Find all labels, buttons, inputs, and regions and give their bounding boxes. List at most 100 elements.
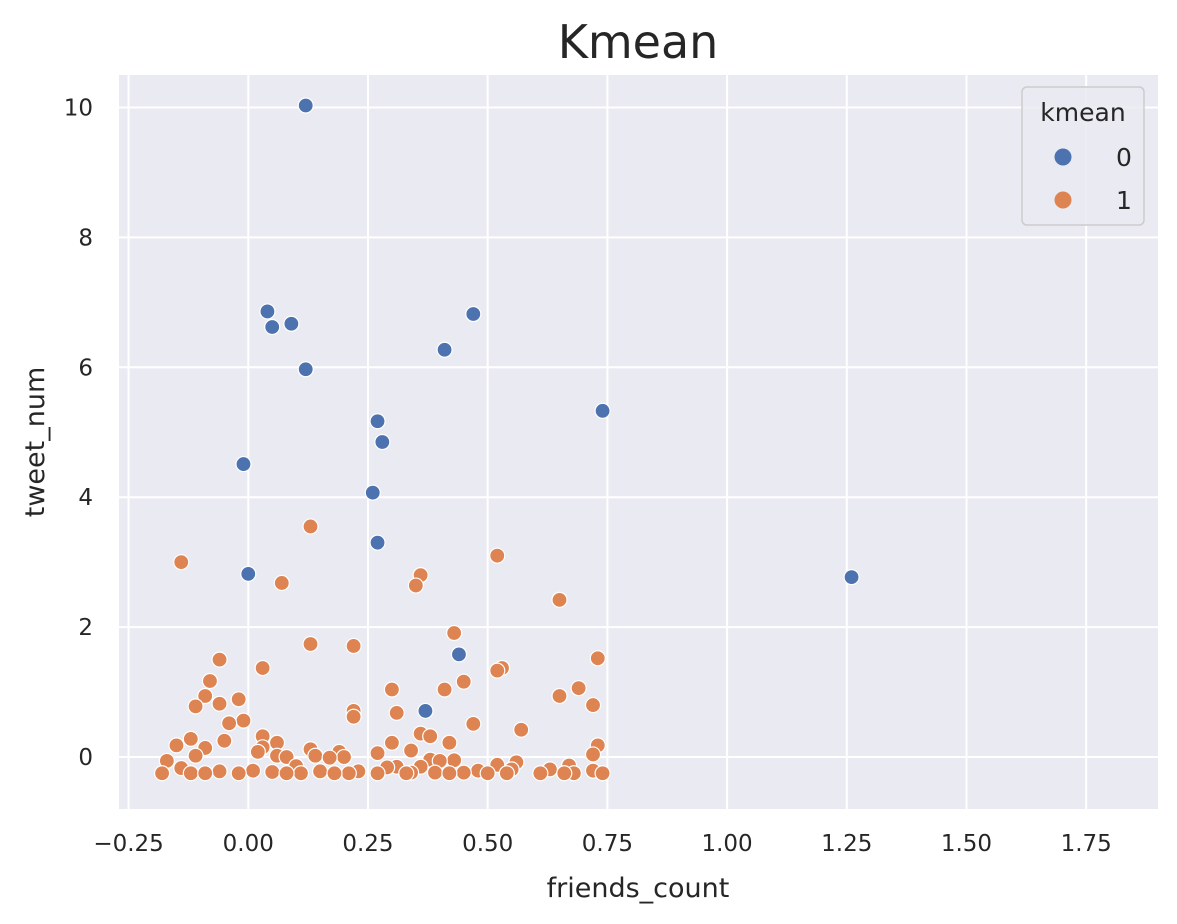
scatter-point-cluster-1 (230, 765, 247, 782)
x-tick-label: 0.75 (582, 831, 633, 857)
x-tick-label: 1.50 (941, 831, 992, 857)
scatter-point-cluster-1 (211, 695, 228, 712)
y-tick-label: 4 (78, 485, 93, 511)
scatter-point-cluster-1 (441, 765, 458, 782)
scatter-point-cluster-1 (426, 764, 444, 781)
y-axis-ticks: 0 2 4 6 8 10 (64, 95, 93, 771)
scatter-point-cluster-1 (551, 687, 568, 705)
scatter-point-cluster-1 (311, 763, 329, 780)
scatter-point-cluster-1 (244, 762, 262, 779)
chart-title: Kmean (558, 15, 719, 69)
scatter-point-cluster-0 (417, 702, 434, 720)
legend-label-1: 1 (1116, 186, 1132, 215)
scatter-point-cluster-1 (479, 765, 496, 782)
scatter-point-cluster-0 (364, 484, 381, 501)
scatter-point-cluster-1 (589, 650, 606, 667)
scatter-point-cluster-0 (297, 97, 314, 114)
scatter-point-cluster-1 (594, 765, 611, 782)
scatter-point-cluster-1 (498, 765, 515, 782)
scatter-point-cluster-0 (283, 315, 300, 332)
scatter-point-cluster-1 (168, 737, 185, 754)
scatter-point-cluster-1 (302, 635, 319, 653)
x-tick-label: 0.00 (223, 831, 274, 857)
scatter-point-cluster-1 (292, 765, 310, 782)
x-tick-label: −0.25 (93, 831, 163, 857)
scatter-point-cluster-1 (398, 765, 415, 782)
scatter-point-cluster-1 (369, 765, 386, 782)
x-tick-label: 1.00 (701, 831, 752, 857)
scatter-point-cluster-1 (211, 763, 228, 780)
scatter-point-cluster-1 (402, 742, 420, 759)
plot-area (119, 75, 1158, 809)
scatter-point-cluster-1 (383, 734, 401, 751)
scatter-point-cluster-1 (489, 547, 506, 564)
scatter-point-cluster-1 (197, 765, 214, 782)
scatter-point-cluster-0 (374, 433, 391, 451)
scatter-point-cluster-1 (465, 715, 482, 733)
data-points (153, 97, 860, 782)
scatter-point-cluster-1 (345, 637, 362, 655)
scatter-point-cluster-1 (532, 765, 549, 782)
legend-box (1021, 86, 1145, 226)
scatter-point-cluster-0 (436, 341, 453, 358)
scatter-point-cluster-1 (187, 698, 204, 715)
scatter-point-cluster-1 (383, 681, 401, 698)
scatter-point-cluster-0 (264, 318, 281, 336)
scatter-point-cluster-1 (153, 765, 171, 782)
scatter-point-cluster-1 (264, 763, 281, 781)
scatter-point-cluster-1 (307, 747, 324, 764)
scatter-point-cluster-0 (843, 569, 860, 586)
scatter-point-cluster-1 (182, 730, 199, 747)
scatter-point-cluster-1 (173, 554, 190, 571)
scatter-point-cluster-0 (450, 646, 468, 663)
scatter-point-cluster-1 (446, 624, 463, 642)
scatter-point-cluster-1 (407, 577, 424, 594)
scatter-point-cluster-1 (441, 734, 458, 751)
legend: kmean 01 (1021, 86, 1145, 226)
scatter-point-cluster-1 (335, 748, 353, 766)
legend-items: 01 (1054, 143, 1132, 215)
legend-label-0: 0 (1116, 143, 1132, 172)
grid-lines (119, 75, 1158, 809)
scatter-point-cluster-1 (513, 721, 530, 738)
scatter-point-cluster-1 (369, 745, 386, 762)
scatter-point-cluster-0 (259, 303, 276, 320)
scatter-point-cluster-1 (551, 591, 568, 608)
scatter-point-cluster-0 (369, 534, 386, 551)
scatter-point-cluster-1 (221, 715, 238, 732)
scatter-point-cluster-0 (594, 402, 611, 419)
scatter-point-cluster-1 (556, 765, 573, 782)
scatter-point-cluster-1 (584, 696, 602, 714)
scatter-point-cluster-1 (216, 732, 233, 749)
scatter-point-cluster-1 (278, 765, 295, 782)
scatter-point-cluster-0 (235, 455, 252, 473)
y-tick-label: 8 (78, 225, 93, 251)
x-tick-label: 1.25 (821, 831, 872, 857)
scatter-point-cluster-1 (187, 747, 204, 764)
scatter-point-cluster-1 (455, 673, 472, 690)
legend-title: kmean (1040, 98, 1125, 127)
legend-marker-1 (1054, 191, 1072, 209)
scatter-point-cluster-1 (321, 749, 338, 766)
y-tick-label: 0 (78, 745, 93, 771)
scatter-point-cluster-1 (570, 680, 587, 697)
legend-marker-0 (1054, 148, 1072, 166)
scatter-point-cluster-1 (436, 681, 453, 698)
y-axis-label: tweet_num (20, 367, 51, 518)
x-tick-label: 0.25 (342, 831, 393, 857)
scatter-point-cluster-1 (249, 743, 266, 760)
scatter-point-cluster-1 (345, 708, 362, 725)
scatter-point-cluster-0 (369, 413, 386, 430)
scatter-point-cluster-0 (465, 305, 482, 323)
scatter-point-cluster-1 (235, 712, 252, 729)
scatter-point-cluster-1 (584, 746, 602, 763)
scatter-point-cluster-1 (197, 687, 214, 705)
y-tick-label: 10 (64, 95, 93, 121)
scatter-point-cluster-1 (326, 765, 343, 782)
x-tick-label: 0.50 (462, 831, 513, 857)
scatter-point-cluster-1 (273, 574, 290, 592)
scatter-point-cluster-1 (201, 672, 219, 690)
y-tick-label: 2 (78, 615, 93, 641)
scatter-point-cluster-1 (230, 691, 247, 708)
scatter-point-cluster-1 (211, 651, 228, 668)
